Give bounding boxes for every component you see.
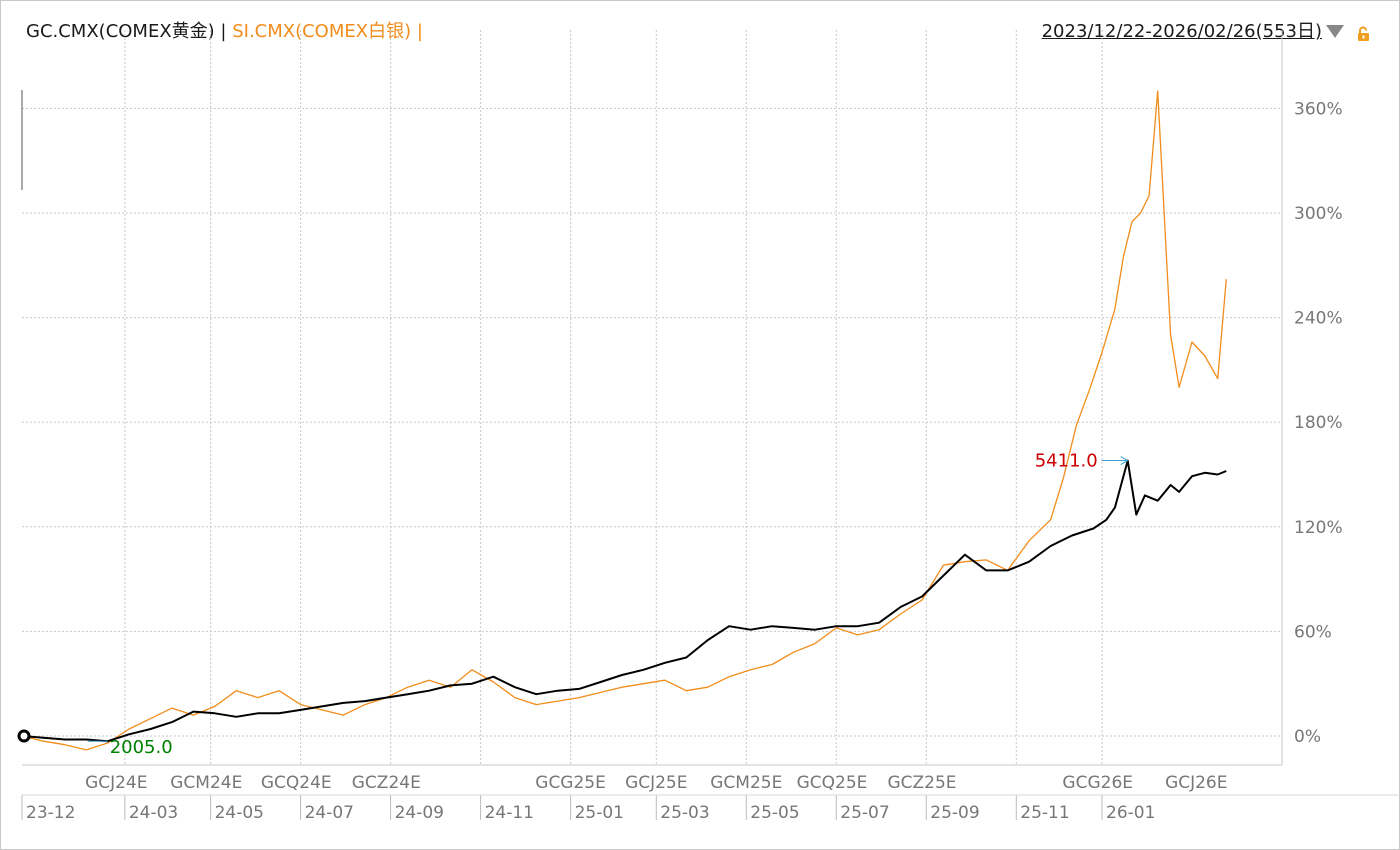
- markers: 5411.0 2005.0: [17, 451, 1128, 758]
- date-range-selector[interactable]: 2023/12/22-2026/02/26(553日): [1041, 21, 1322, 42]
- y-tick-label: 0%: [1294, 727, 1321, 747]
- x-tick-label: 23-12: [26, 803, 75, 823]
- contract-label: GCJ26E: [1165, 773, 1227, 793]
- series-lines: [21, 90, 1227, 751]
- grid-lines: [22, 30, 1282, 765]
- silver-series-label[interactable]: SI.CMX(COMEX白银): [232, 21, 412, 42]
- min-value-label: 2005.0: [110, 737, 173, 758]
- contract-label: GCQ25E: [797, 773, 868, 793]
- gold-series-line: [21, 459, 1227, 743]
- chart-legend-header: GC.CMX(COMEX黄金) | SI.CMX(COMEX白银) |: [26, 20, 423, 44]
- y-tick-label: 240%: [1294, 309, 1343, 329]
- y-tick-label: 180%: [1294, 413, 1343, 433]
- contract-label: GCM24E: [170, 773, 242, 793]
- x-tick-label: 24-05: [215, 803, 264, 823]
- max-value-label: 5411.0: [1035, 451, 1098, 472]
- x-tick-label: 25-11: [1020, 803, 1069, 823]
- contract-label: GCM25E: [710, 773, 782, 793]
- contract-label: GCG26E: [1062, 773, 1133, 793]
- y-tick-label: 120%: [1294, 518, 1343, 538]
- legend-separator-end: |: [411, 21, 423, 42]
- contract-label: GCJ25E: [625, 773, 687, 793]
- max-marker-arrow: [1120, 456, 1128, 465]
- contract-label: GCQ24E: [261, 773, 332, 793]
- contract-label: GCG25E: [535, 773, 606, 793]
- contract-label: GCZ24E: [352, 773, 421, 793]
- x-tick-label: 24-09: [395, 803, 444, 823]
- x-tick-label: 25-03: [660, 803, 709, 823]
- axes: 0% 60% 120% 180% 240% 300% 360% 23-12 24-03 24-05…: [21, 30, 1400, 823]
- x-tick-label: 24-11: [485, 803, 534, 823]
- y-tick-label: 360%: [1294, 99, 1343, 119]
- legend-separator: |: [214, 21, 233, 42]
- x-tick-label: 25-07: [840, 803, 889, 823]
- y-tick-label: 300%: [1294, 204, 1343, 224]
- gold-series-label[interactable]: GC.CMX(COMEX黄金): [26, 21, 215, 42]
- y-tick-label: 60%: [1294, 622, 1332, 642]
- silver-series-line: [21, 90, 1227, 751]
- x-tick-label: 25-05: [750, 803, 799, 823]
- contract-label: GCZ25E: [887, 773, 956, 793]
- start-point-marker: [17, 729, 31, 743]
- x-tick-label: 26-01: [1106, 803, 1155, 823]
- x-tick-label: 25-01: [575, 803, 624, 823]
- contract-label: GCJ24E: [85, 773, 147, 793]
- x-tick-label: 25-09: [930, 803, 979, 823]
- x-tick-label: 24-03: [129, 803, 178, 823]
- x-tick-label: 24-07: [305, 803, 354, 823]
- lock-icon[interactable]: [1356, 26, 1372, 42]
- triangle-down-icon[interactable]: [1326, 25, 1344, 38]
